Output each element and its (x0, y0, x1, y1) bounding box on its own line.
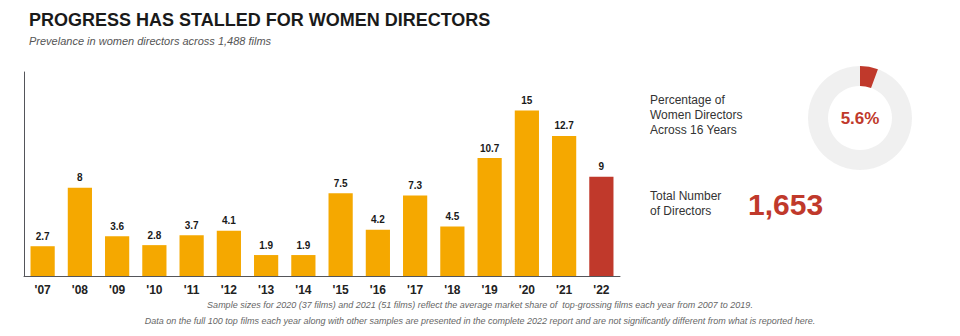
svg-text:'08: '08 (72, 283, 89, 297)
svg-text:'15: '15 (333, 283, 350, 297)
svg-text:'12: '12 (221, 283, 238, 297)
svg-text:3.7: 3.7 (185, 220, 199, 231)
svg-text:15: 15 (521, 95, 533, 106)
svg-text:Across 16 Years: Across 16 Years (650, 123, 737, 137)
svg-text:PROGRESS HAS STALLED FOR WOMEN: PROGRESS HAS STALLED FOR WOMEN DIRECTORS (29, 10, 490, 30)
svg-text:'09: '09 (109, 283, 126, 297)
svg-text:8: 8 (77, 172, 83, 183)
svg-text:'20: '20 (519, 283, 536, 297)
svg-text:4.5: 4.5 (445, 211, 459, 222)
svg-text:Women Directors: Women Directors (650, 108, 742, 122)
svg-text:of Directors: of Directors (650, 204, 711, 218)
svg-text:'13: '13 (258, 283, 275, 297)
svg-text:Percentage of: Percentage of (650, 93, 725, 107)
svg-text:'22: '22 (593, 283, 610, 297)
svg-text:10.7: 10.7 (480, 143, 500, 154)
svg-text:'17: '17 (407, 283, 424, 297)
svg-text:Sample sizes for 2020 (37 film: Sample sizes for 2020 (37 films) and 202… (207, 300, 753, 310)
svg-text:4.2: 4.2 (371, 214, 385, 225)
svg-text:Data on the full 100 top films: Data on the full 100 top films each year… (145, 316, 815, 326)
svg-text:1.9: 1.9 (296, 240, 310, 251)
svg-text:4.1: 4.1 (222, 215, 236, 226)
svg-text:1.9: 1.9 (259, 240, 273, 251)
svg-text:Total Number: Total Number (650, 189, 721, 203)
svg-text:Prevelance in women directors: Prevelance in women directors across 1,4… (29, 35, 272, 47)
svg-text:'19: '19 (482, 283, 499, 297)
svg-text:'10: '10 (146, 283, 163, 297)
svg-text:3.6: 3.6 (110, 221, 124, 232)
svg-text:1,653: 1,653 (748, 188, 823, 221)
svg-text:'14: '14 (295, 283, 312, 297)
svg-text:2.8: 2.8 (147, 230, 161, 241)
svg-text:5.6%: 5.6% (841, 109, 880, 128)
svg-text:'07: '07 (35, 283, 52, 297)
svg-text:7.5: 7.5 (334, 178, 348, 189)
svg-text:7.3: 7.3 (408, 180, 422, 191)
svg-text:9: 9 (599, 161, 605, 172)
svg-text:'21: '21 (556, 283, 573, 297)
svg-text:'16: '16 (370, 283, 387, 297)
svg-text:'18: '18 (444, 283, 461, 297)
svg-text:12.7: 12.7 (554, 120, 574, 131)
svg-text:'11: '11 (184, 283, 200, 297)
svg-text:2.7: 2.7 (36, 231, 50, 242)
